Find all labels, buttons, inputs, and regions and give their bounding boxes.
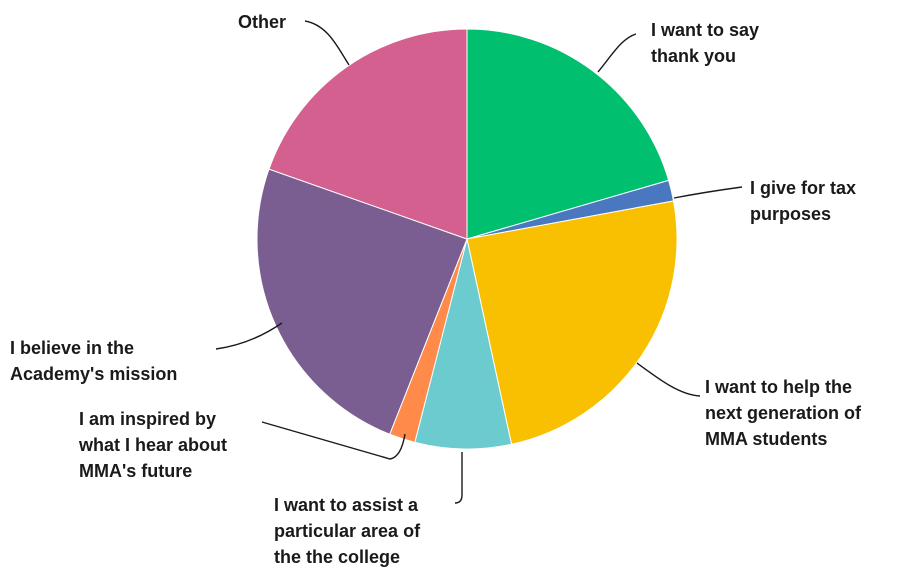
leader-line-tax-purposes <box>673 186 743 199</box>
pie-slice-assist-area <box>414 238 513 450</box>
pie-slice-other <box>268 28 468 240</box>
pie-slices <box>256 28 678 450</box>
slice-label-next-generation: I want to help the next generation of MM… <box>705 377 862 449</box>
pie-slice-say-thank-you <box>466 28 670 240</box>
leader-line-next-generation <box>636 362 701 397</box>
leader-lines <box>215 20 743 504</box>
leader-line-other <box>304 20 350 66</box>
leader-line-assist-area <box>454 452 463 504</box>
pie-slice-academy-mission <box>256 168 468 435</box>
leader-line-inspired-future <box>261 421 406 460</box>
leader-line-say-thank-you <box>597 33 637 73</box>
leader-line-academy-mission <box>215 322 283 350</box>
slice-label-assist-area: I want to assist a particular area of th… <box>274 495 421 567</box>
slice-label-tax-purposes: I give for tax purposes <box>750 178 857 224</box>
slice-label-academy-mission: I believe in the Academy's mission <box>10 338 178 384</box>
pie-slice-next-generation <box>466 200 678 445</box>
slice-label-inspired-future: I am inspired by what I hear about MMA's… <box>79 409 228 481</box>
slice-label-other: Other <box>238 12 287 32</box>
slice-label-say-thank-you: I want to say thank you <box>651 20 760 66</box>
